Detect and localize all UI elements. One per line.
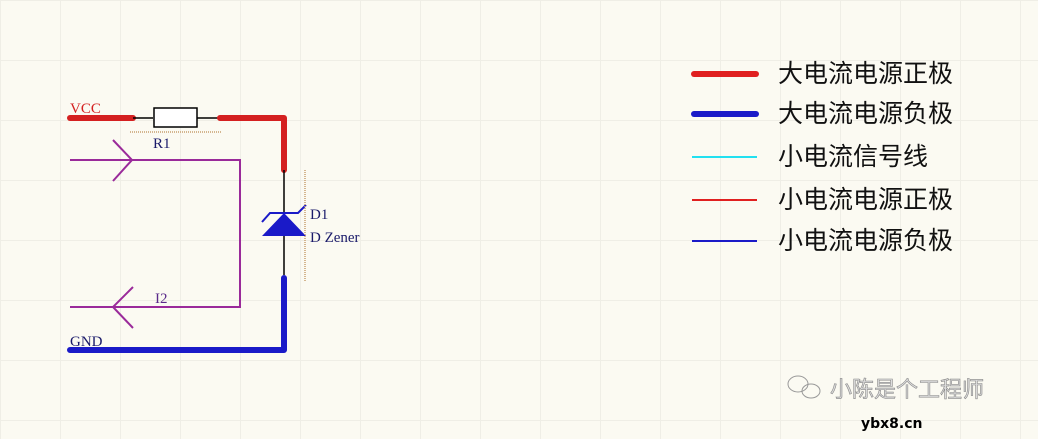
r1-label: R1 [153, 136, 171, 152]
i2-label: I2 [155, 291, 168, 307]
watermark-text: 小陈是个工程师 [830, 378, 984, 403]
d1-label: D1 [310, 207, 328, 223]
watermark-site: ybx8.cn [861, 416, 923, 432]
watermark: 小陈是个工程师 ybx8.cn [787, 375, 984, 432]
vcc-label: VCC [70, 101, 101, 117]
wechat-icon [787, 375, 821, 399]
resistor-r1[interactable] [153, 107, 198, 128]
legend-label: 小电流电源负极 [778, 226, 953, 255]
zener-diode-d1[interactable] [261, 204, 307, 236]
vcc-wire[interactable] [67, 115, 287, 173]
legend-label: 大电流电源负极 [778, 99, 953, 128]
legend-label: 大电流电源正极 [778, 59, 953, 88]
gnd-wire[interactable] [67, 275, 287, 353]
legend-label: 小电流信号线 [778, 142, 928, 171]
legend-label: 小电流电源正极 [778, 185, 953, 214]
signal-loop[interactable] [70, 139, 241, 329]
d-zener-label: D Zener [310, 230, 360, 246]
legend: 大电流电源正极 大电流电源负极 小电流信号线 小电流电源正极 小电流电源负极 [691, 59, 953, 255]
gnd-label: GND [70, 334, 103, 350]
